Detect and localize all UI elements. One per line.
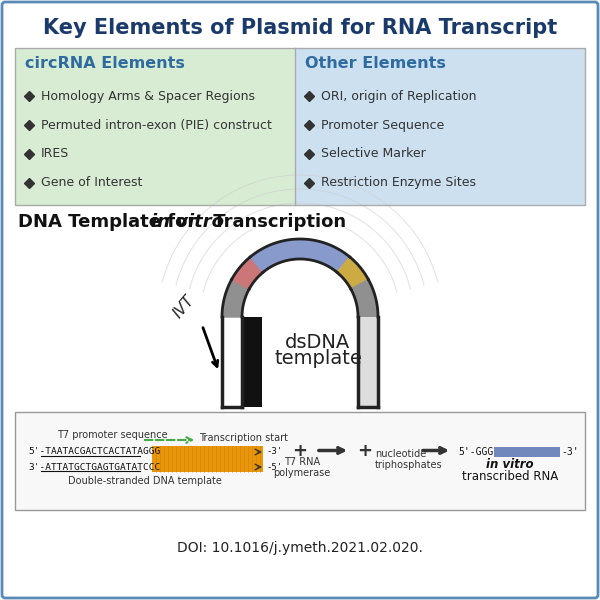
Bar — [152, 446, 263, 472]
Text: -3': -3' — [561, 447, 578, 457]
Polygon shape — [351, 280, 378, 317]
Text: transcribed RNA: transcribed RNA — [462, 470, 558, 484]
Bar — [295, 48, 585, 205]
Bar — [358, 317, 378, 407]
Polygon shape — [337, 257, 368, 289]
Text: Restriction Enzyme Sites: Restriction Enzyme Sites — [321, 176, 476, 189]
Text: -3': -3' — [266, 448, 282, 457]
Polygon shape — [250, 239, 350, 272]
Text: Other Elements: Other Elements — [305, 56, 446, 71]
Bar — [494, 447, 560, 457]
Text: Double-stranded DNA template: Double-stranded DNA template — [68, 476, 222, 486]
Text: Transcription start: Transcription start — [199, 433, 288, 443]
Text: Transcription: Transcription — [206, 213, 346, 231]
Polygon shape — [232, 257, 263, 289]
Text: T7 RNA
polymerase: T7 RNA polymerase — [274, 457, 331, 478]
Text: ORI, origin of Replication: ORI, origin of Replication — [321, 90, 476, 103]
Text: 5'-TAATACGACTCACTATAGGG: 5'-TAATACGACTCACTATAGGG — [28, 448, 160, 457]
Bar — [242, 317, 262, 407]
Text: +: + — [293, 442, 308, 460]
Text: DOI: 10.1016/j.ymeth.2021.02.020.: DOI: 10.1016/j.ymeth.2021.02.020. — [177, 541, 423, 555]
Text: Selective Marker: Selective Marker — [321, 148, 426, 160]
Text: nucleotide
triphosphates: nucleotide triphosphates — [375, 449, 443, 470]
Text: in vitro: in vitro — [486, 458, 534, 472]
Text: Permuted intron-exon (PIE) construct: Permuted intron-exon (PIE) construct — [41, 119, 272, 131]
Text: T7 promoter sequence: T7 promoter sequence — [56, 430, 167, 440]
Text: circRNA Elements: circRNA Elements — [25, 56, 185, 71]
Text: DNA Template for: DNA Template for — [18, 213, 203, 231]
Text: 5'-GGG: 5'-GGG — [458, 447, 493, 457]
Text: -5': -5' — [266, 463, 282, 472]
Text: IRES: IRES — [41, 148, 69, 160]
Bar — [15, 48, 295, 205]
Text: +: + — [357, 442, 372, 460]
Text: Gene of Interest: Gene of Interest — [41, 176, 142, 189]
Text: template: template — [274, 349, 362, 368]
Text: in vitro: in vitro — [151, 213, 224, 231]
FancyBboxPatch shape — [15, 412, 585, 510]
Text: 3'-ATTATGCTGAGTGATATCCC: 3'-ATTATGCTGAGTGATATCCC — [28, 463, 160, 472]
Text: Promoter Sequence: Promoter Sequence — [321, 119, 444, 131]
Text: dsDNA: dsDNA — [286, 332, 350, 352]
Bar — [15, 48, 585, 205]
Text: IVT: IVT — [170, 293, 197, 321]
Text: Key Elements of Plasmid for RNA Transcript: Key Elements of Plasmid for RNA Transcri… — [43, 18, 557, 38]
Polygon shape — [222, 280, 249, 317]
Text: Homology Arms & Spacer Regions: Homology Arms & Spacer Regions — [41, 90, 255, 103]
